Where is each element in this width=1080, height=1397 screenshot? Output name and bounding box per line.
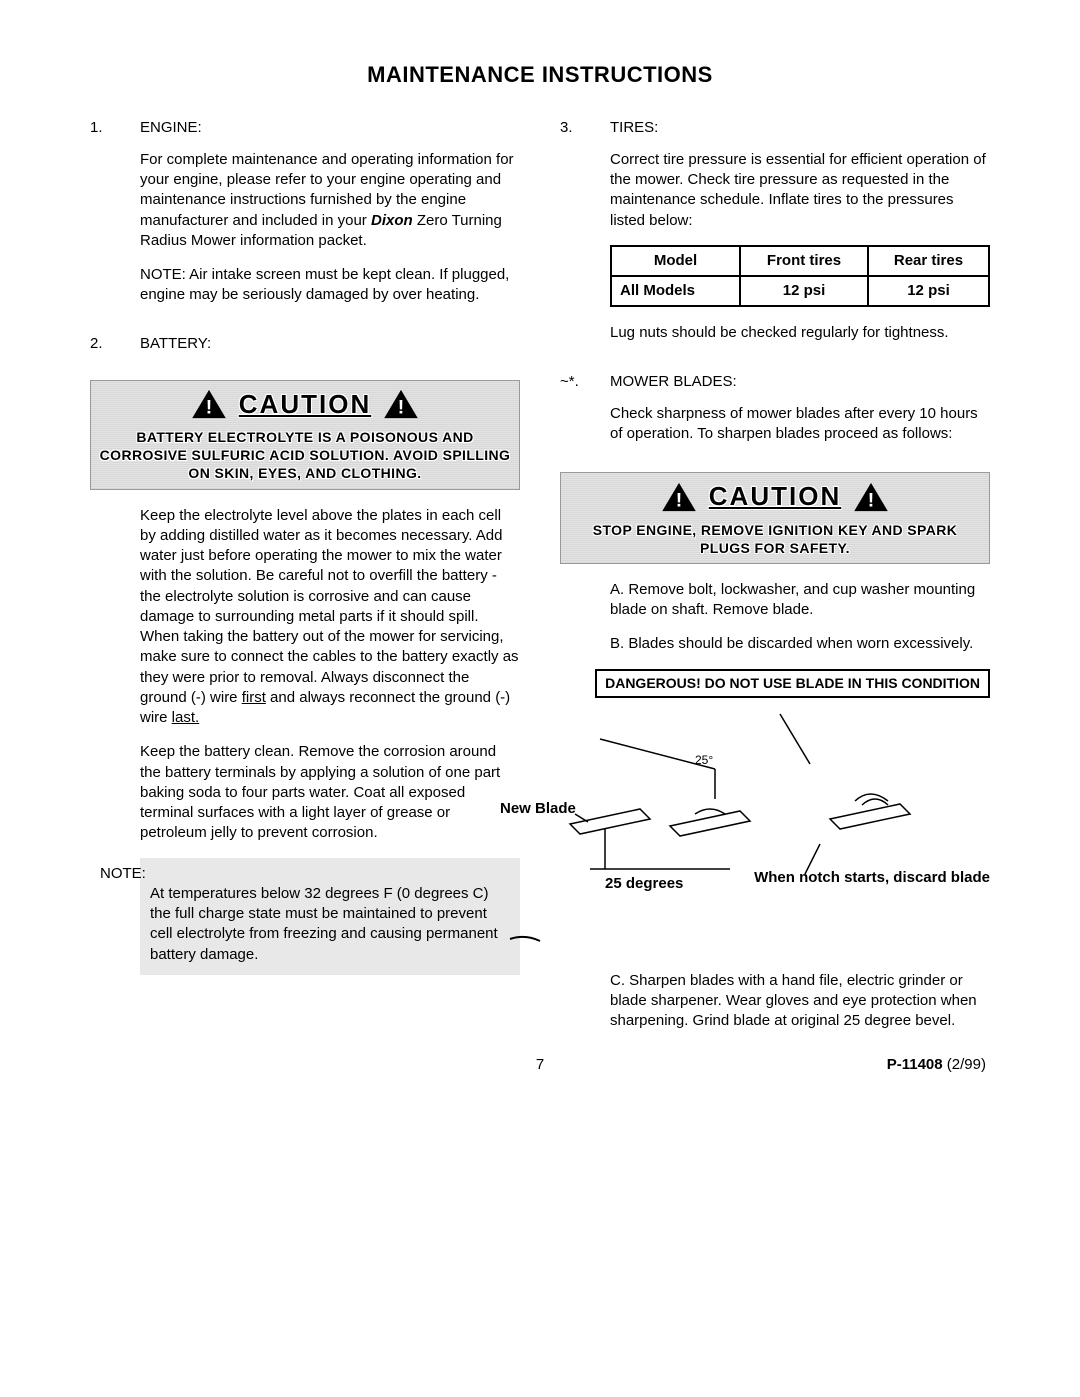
underline-last: last. xyxy=(172,709,200,726)
svg-text:25°: 25° xyxy=(695,753,713,767)
battery-body: Keep the electrolyte level above the pla… xyxy=(140,506,520,975)
engine-paragraph-1: For complete maintenance and operating i… xyxy=(140,150,520,251)
warning-triangle-icon: ! xyxy=(661,482,697,512)
svg-text:!: ! xyxy=(868,490,874,512)
caution-title: CAUTION xyxy=(239,387,371,422)
blade-diagram: DANGEROUS! DO NOT USE BLADE IN THIS COND… xyxy=(500,669,990,959)
table-cell: 12 psi xyxy=(740,276,868,306)
underline-first: first xyxy=(242,689,266,706)
content-columns: 1. ENGINE: For complete maintenance and … xyxy=(90,118,990,1046)
brand-name: Dixon xyxy=(371,212,413,229)
caution-body: BATTERY ELECTROLYTE IS A POISONOUS AND C… xyxy=(97,428,513,483)
tire-pressure-table: Model Front tires Rear tires All Models … xyxy=(610,245,990,308)
caution-battery: ! CAUTION ! BATTERY ELECTROLYTE IS A POI… xyxy=(90,380,520,490)
warning-triangle-icon: ! xyxy=(853,482,889,512)
tires-paragraph-2: Lug nuts should be checked regularly for… xyxy=(610,323,990,343)
battery-paragraph-2: Keep the battery clean. Remove the corro… xyxy=(140,742,520,843)
document-rev: (2/99) xyxy=(943,1056,986,1073)
blade-step-c: C. Sharpen blades with a hand file, elec… xyxy=(610,971,990,1032)
blades-body: A. Remove bolt, lockwasher, and cup wash… xyxy=(610,580,990,655)
section-heading: ENGINE: xyxy=(140,118,520,138)
blade-step-b: B. Blades should be discarded when worn … xyxy=(610,634,990,654)
section-number: 3. xyxy=(560,118,610,358)
section-heading: MOWER BLADES: xyxy=(610,372,990,392)
table-header: Rear tires xyxy=(868,246,989,276)
caution-blades: ! CAUTION ! STOP ENGINE, REMOVE IGNITION… xyxy=(560,472,990,563)
blades-paragraph-1: Check sharpness of mower blades after ev… xyxy=(610,404,990,445)
text: Keep the electrolyte level above the pla… xyxy=(140,507,519,706)
section-engine: 1. ENGINE: For complete maintenance and … xyxy=(90,118,520,320)
section-number: ~*. xyxy=(560,372,610,459)
section-mower-blades-header: ~*. MOWER BLADES: Check sharpness of mow… xyxy=(560,372,990,459)
table-header: Model xyxy=(611,246,740,276)
battery-paragraph-1: Keep the electrolyte level above the pla… xyxy=(140,506,520,729)
page-title: MAINTENANCE INSTRUCTIONS xyxy=(90,60,990,90)
note-body: At temperatures below 32 degrees F (0 de… xyxy=(150,884,510,965)
section-number: 2. xyxy=(90,334,140,366)
table-header: Front tires xyxy=(740,246,868,276)
warning-triangle-icon: ! xyxy=(191,389,227,419)
table-cell: All Models xyxy=(611,276,740,306)
section-heading: TIRES: xyxy=(610,118,990,138)
blade-step-a: A. Remove bolt, lockwasher, and cup wash… xyxy=(610,580,990,621)
caution-title: CAUTION xyxy=(709,479,841,514)
svg-text:!: ! xyxy=(676,490,682,512)
left-column: 1. ENGINE: For complete maintenance and … xyxy=(90,118,520,1046)
section-battery-header: 2. BATTERY: xyxy=(90,334,520,366)
section-tires: 3. TIRES: Correct tire pressure is essen… xyxy=(560,118,990,358)
table-cell: 12 psi xyxy=(868,276,989,306)
svg-text:!: ! xyxy=(398,397,404,419)
blade-illustration-icon: 25° xyxy=(500,669,940,959)
document-id: P-11408 xyxy=(887,1056,943,1073)
battery-note-box: NOTE: At temperatures below 32 degrees F… xyxy=(140,858,520,975)
tires-paragraph-1: Correct tire pressure is essential for e… xyxy=(610,150,990,231)
caution-body: STOP ENGINE, REMOVE IGNITION KEY AND SPA… xyxy=(567,521,983,557)
engine-note: NOTE: Air intake screen must be kept cle… xyxy=(140,265,520,306)
page-number: 7 xyxy=(391,1055,688,1075)
blades-body-2: C. Sharpen blades with a hand file, elec… xyxy=(610,971,990,1032)
warning-triangle-icon: ! xyxy=(383,389,419,419)
note-label: NOTE: xyxy=(100,864,510,884)
section-number: 1. xyxy=(90,118,140,320)
right-column: 3. TIRES: Correct tire pressure is essen… xyxy=(560,118,990,1046)
svg-text:!: ! xyxy=(206,397,212,419)
section-heading: BATTERY: xyxy=(140,334,520,354)
page-footer: 7 P-11408 (2/99) xyxy=(90,1055,990,1075)
